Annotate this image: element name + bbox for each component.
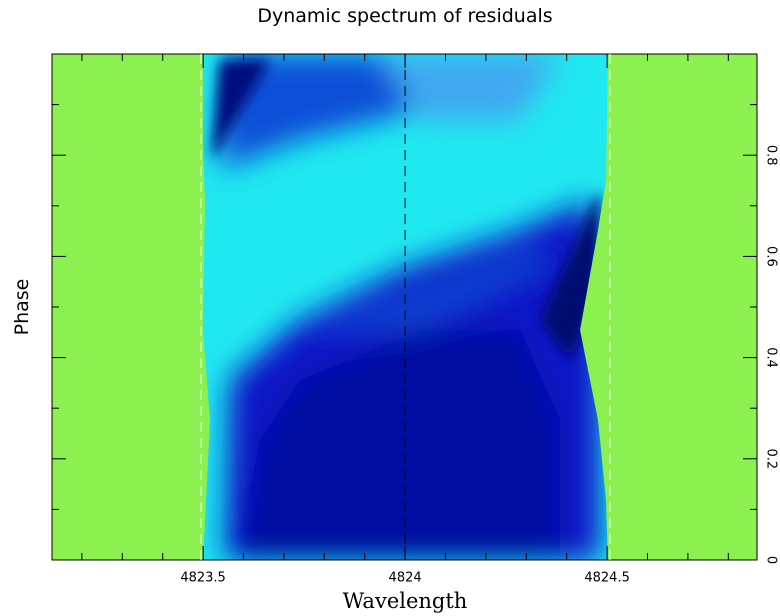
- y-tick-label: 0: [764, 556, 779, 564]
- y-tick-label: 0.6: [764, 246, 779, 267]
- y-tick-label: 0.2: [764, 448, 779, 469]
- chart-title: Dynamic spectrum of residuals: [257, 5, 552, 27]
- x-axis-label: Wavelength: [343, 589, 468, 613]
- x-tick-label: 4824: [389, 571, 422, 586]
- x-tick-label: 4824.5: [584, 571, 630, 586]
- y-axis-label: Phase: [11, 279, 33, 336]
- y-tick-label: 0.8: [764, 145, 779, 166]
- x-tick-label: 4823.5: [180, 571, 226, 586]
- heatmap-image: [52, 54, 757, 560]
- y-tick-label: 0.4: [764, 347, 779, 368]
